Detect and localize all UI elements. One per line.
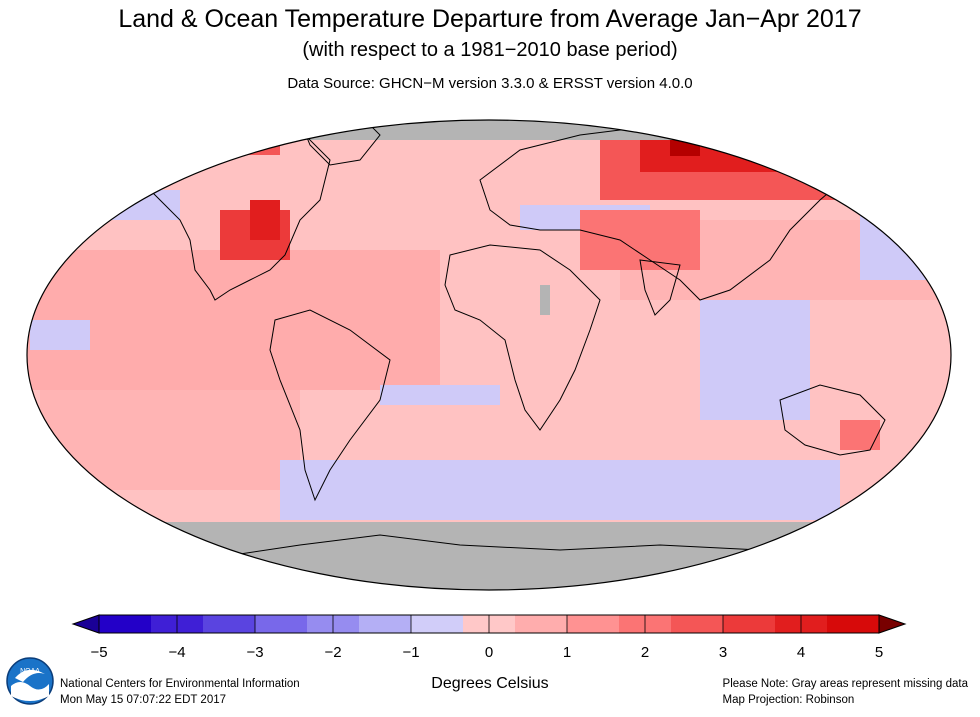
colorbar [71,614,907,634]
hot-arctic-canada [200,130,280,155]
hot-siberia-peak-2 [780,140,820,156]
map-body [27,120,951,590]
colorbar-segment [359,615,412,633]
colorbar-tick-label: −1 [402,644,420,661]
colorbar-over-arrow [878,614,907,634]
warm-east-australia [840,420,880,450]
warm-south-pacific [40,390,300,490]
colorbar-units: Degrees Celsius [431,675,549,692]
africa-outline [444,244,601,431]
data-source: Data Source: GHCN−M version 3.3.0 & ERSS… [287,75,693,92]
south-america-outline [269,309,391,502]
colorbar-tick-label: 4 [796,644,806,661]
colorbar-tick-label: 3 [718,644,728,661]
colorbar-segment [827,615,880,633]
noaa-logo-icon: NOAA [6,657,54,705]
page-title: Land & Ocean Temperature Departure from … [118,5,862,33]
cool-north-pacific [60,190,180,220]
organization-name: National Centers for Environmental Infor… [60,678,300,690]
hot-usa-core [250,200,280,240]
colorbar-tick-label: −5 [90,644,108,661]
colorbar-segment [567,615,620,633]
cool-southern-ocean [280,460,840,520]
colorbar-segment [515,615,568,633]
logo-text: NOAA [20,668,40,675]
india-outline [639,259,681,316]
warm-pacific-band [27,250,440,390]
colorbar-tick-label: 0 [484,644,494,661]
credits-left: National Centers for Environmental Infor… [60,676,300,708]
projection-label: Map Projection: Robinson [722,694,855,706]
colorbar-tick-label: 2 [640,644,650,661]
timestamp: Mon May 15 07:07:22 EDT 2017 [60,694,227,706]
colorbar-tick-label: −3 [246,644,264,661]
colorbar-under-arrow [71,614,100,634]
colorbar-segment [255,615,308,633]
colorbar-tick-label: 5 [874,644,884,661]
colorbar-tick-label: 1 [562,644,572,661]
australia-outline [779,384,886,456]
missing-data-sahara [540,285,550,315]
colorbar-segment [411,615,464,633]
cool-west-pacific [30,320,90,350]
colorbar-segment [203,615,256,633]
cool-south-atlantic [380,385,500,405]
credits-right: Please Note: Gray areas represent missin… [723,676,968,708]
missing-data-arctic [27,120,951,140]
missing-data-note: Please Note: Gray areas represent missin… [722,678,968,690]
colorbar-segment [99,615,152,633]
colorbar-tick-label: −2 [324,644,342,661]
page-subtitle: (with respect to a 1981−2010 base period… [302,39,678,61]
cool-indian-ocean [700,300,810,420]
colorbar-segment [723,615,776,633]
greenland-outline [299,120,381,166]
globe-border [26,119,952,591]
cool-northeast-pacific [860,190,940,280]
colorbar-segment [671,615,724,633]
colorbar-tick-label: −4 [168,644,186,661]
